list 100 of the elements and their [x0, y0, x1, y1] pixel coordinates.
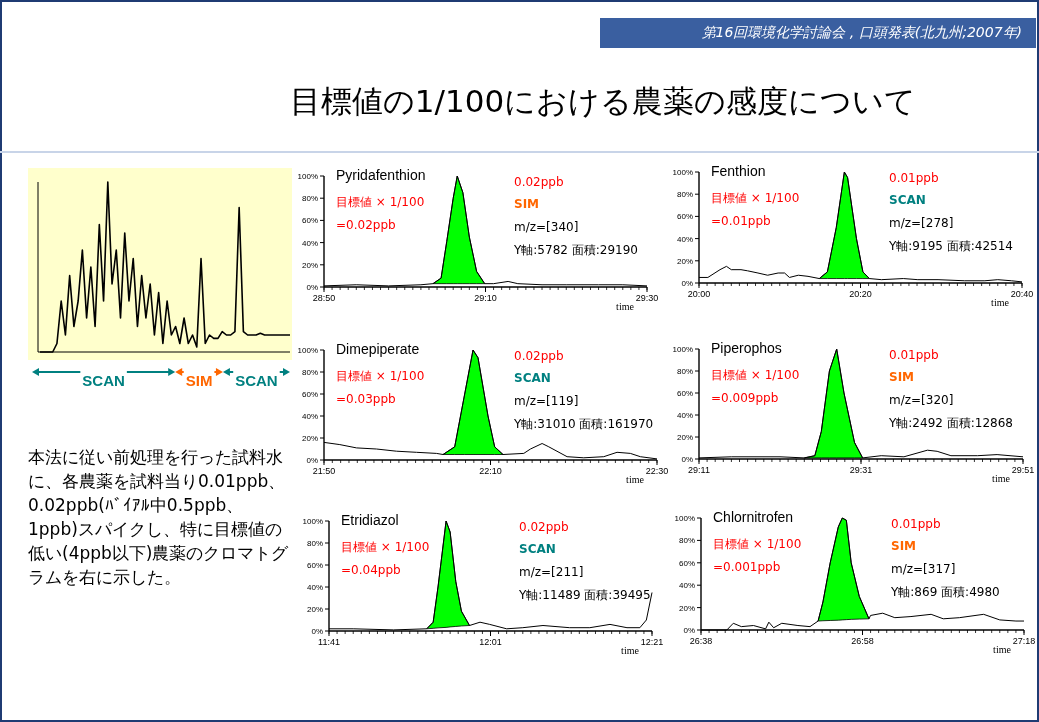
- y-tick-label: 80%: [306, 539, 323, 548]
- y-tick-label: 80%: [676, 367, 693, 376]
- annotation: SCAN: [514, 371, 551, 385]
- annotation: Y軸:31010 面積:161970: [513, 417, 654, 431]
- annotation: 目標値 × 1/100: [711, 191, 800, 205]
- y-tick-label: 80%: [301, 368, 318, 377]
- y-tick-label: 40%: [301, 238, 318, 248]
- annotation: =0.001ppb: [713, 560, 781, 574]
- annotation: 目標値 × 1/100: [711, 368, 800, 382]
- annotation: m/z=[278]: [889, 216, 954, 230]
- annotation: =0.01ppb: [711, 214, 771, 228]
- x-tick-label: 20:00: [687, 289, 711, 299]
- chart-title: Fenthion: [711, 163, 766, 179]
- y-tick-label: 20%: [306, 605, 323, 614]
- y-tick-label: 100%: [302, 517, 323, 526]
- y-tick-label: 0%: [311, 627, 323, 636]
- y-tick-label: 20%: [676, 256, 693, 266]
- x-tick-label: 28:50: [312, 293, 336, 303]
- y-tick-label: 100%: [297, 172, 318, 181]
- y-tick-label: 40%: [676, 234, 693, 244]
- chart-title: Etridiazol: [341, 512, 399, 528]
- y-tick-label: 0%: [681, 455, 693, 464]
- y-tick-label: 100%: [672, 168, 693, 177]
- y-tick-label: 40%: [676, 411, 693, 420]
- y-tick-label: 40%: [301, 412, 318, 421]
- y-tick-label: 20%: [678, 603, 695, 613]
- annotation: 0.01ppb: [889, 171, 939, 185]
- text: SCAN: [235, 372, 278, 389]
- annotation: 0.02ppb: [514, 175, 564, 189]
- annotation: m/z=[320]: [889, 393, 954, 407]
- y-tick-label: 80%: [301, 194, 318, 204]
- y-tick-label: 20%: [301, 260, 318, 270]
- x-tick-label: 20:20: [849, 289, 872, 299]
- text: SIM: [185, 372, 213, 389]
- x-tick-label: 22:30: [645, 466, 669, 476]
- text: 第16回環境化学討論会 , 口頭発表(北九州;2007年): [701, 24, 1022, 40]
- x-tick-label: 26:38: [689, 636, 713, 646]
- x-axis-title: time: [992, 473, 1011, 484]
- y-tick-label: 40%: [306, 583, 323, 592]
- y-tick-label: 60%: [676, 389, 693, 398]
- annotation: 目標値 × 1/100: [336, 195, 425, 209]
- x-axis-title: time: [616, 301, 635, 312]
- y-tick-label: 80%: [676, 190, 693, 200]
- x-tick-label: 21:50: [312, 466, 336, 476]
- annotation: Y軸:9195 面積:42514: [888, 239, 1013, 253]
- text: 本法に従い前処理を行った試料水に、各農薬を試料当り0.01ppb、0.02ppb(ﾊﾞｲｱﾙ中0.5ppb、1ppb)スパイクし、特に目標値の低い(4ppb以下)農薬のクロマトグラムを右に示した。: [28, 446, 290, 589]
- annotation: 0.01ppb: [889, 348, 939, 362]
- x-tick-label: 20:40: [1010, 289, 1034, 299]
- y-tick-label: 100%: [672, 345, 693, 354]
- annotation: 0.01ppb: [891, 517, 941, 531]
- x-tick-label: 29:30: [635, 293, 659, 303]
- y-tick-label: 0%: [681, 279, 693, 288]
- annotation: m/z=[340]: [514, 220, 579, 234]
- annotation: Y軸:5782 面積:29190: [513, 243, 638, 257]
- x-tick-label: 29:31: [849, 465, 873, 475]
- annotation: Y軸:11489 面積:39495: [518, 588, 651, 602]
- x-axis-title: time: [993, 644, 1012, 655]
- annotation: SIM: [514, 197, 540, 211]
- y-tick-label: 40%: [678, 581, 695, 591]
- x-axis-title: time: [621, 645, 640, 656]
- y-tick-label: 0%: [306, 283, 318, 292]
- y-tick-label: 0%: [683, 626, 695, 635]
- chart-title: Chlornitrofen: [713, 509, 794, 525]
- x-tick-label: 29:11: [688, 465, 710, 475]
- annotation: 目標値 × 1/100: [341, 540, 430, 554]
- annotation: SIM: [891, 539, 917, 553]
- x-tick-label: 12:01: [479, 637, 502, 647]
- text: 目標値の1/100における農薬の感度について: [289, 83, 917, 119]
- annotation: =0.04ppb: [341, 563, 401, 577]
- annotation: =0.009ppb: [711, 391, 779, 405]
- x-tick-label: 11:41: [318, 637, 340, 647]
- y-tick-label: 60%: [301, 390, 318, 399]
- y-tick-label: 20%: [676, 433, 693, 442]
- y-tick-label: 60%: [306, 561, 323, 570]
- x-tick-label: 12:21: [640, 637, 664, 647]
- annotation: =0.03ppb: [336, 392, 396, 406]
- annotation: SIM: [889, 370, 915, 384]
- annotation: SCAN: [889, 193, 926, 207]
- y-tick-label: 20%: [301, 434, 318, 443]
- annotation: 目標値 × 1/100: [713, 537, 802, 551]
- y-tick-label: 100%: [297, 346, 318, 355]
- annotation: 0.02ppb: [519, 520, 569, 534]
- y-tick-label: 80%: [678, 536, 695, 546]
- chart-title: Dimepiperate: [336, 341, 420, 357]
- annotation: SCAN: [519, 542, 556, 556]
- annotation: Y軸:869 面積:4980: [890, 585, 1000, 599]
- annotation: Y軸:2492 面積:12868: [888, 416, 1013, 430]
- annotation: =0.02ppb: [336, 218, 396, 232]
- chart-title: Piperophos: [711, 340, 782, 356]
- y-tick-label: 0%: [306, 456, 318, 465]
- chart-title: Pyridafenthion: [336, 167, 426, 183]
- y-tick-label: 60%: [676, 212, 693, 222]
- annotation: 0.02ppb: [514, 349, 564, 363]
- x-tick-label: 29:51: [1011, 465, 1035, 475]
- annotation: m/z=[317]: [891, 562, 956, 576]
- annotation: m/z=[119]: [514, 394, 579, 408]
- y-tick-label: 60%: [678, 558, 695, 568]
- x-tick-label: 27:18: [1012, 636, 1036, 646]
- y-tick-label: 100%: [674, 514, 695, 523]
- y-tick-label: 60%: [301, 216, 318, 226]
